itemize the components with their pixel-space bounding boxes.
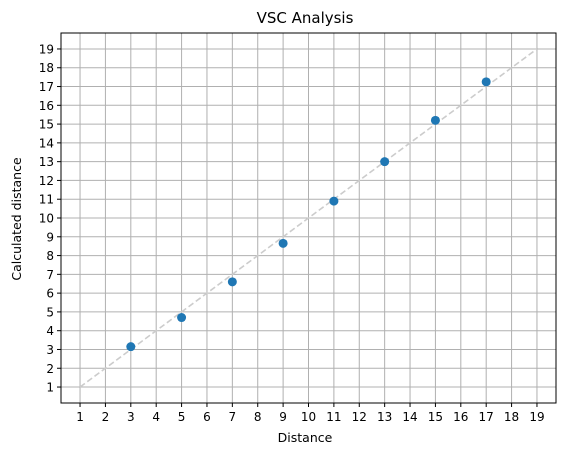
y-tick-label: 9 (46, 230, 54, 244)
reference-line (79, 48, 538, 388)
y-tick-label: 13 (39, 155, 54, 169)
y-tick-label: 19 (39, 42, 54, 56)
x-tick-label: 7 (229, 410, 237, 424)
y-tick-label: 14 (39, 136, 54, 150)
x-tick-label: 11 (326, 410, 341, 424)
data-point (278, 238, 288, 248)
x-tick-label: 6 (203, 410, 211, 424)
x-tick-label: 9 (279, 410, 287, 424)
y-tick-label: 12 (39, 174, 54, 188)
grid (61, 33, 556, 403)
x-tick-label: 13 (377, 410, 392, 424)
y-tick-label: 5 (46, 305, 54, 319)
x-axis-ticks: 1 2 3 4 5 6 7 8 9 10 11 12 13 14 15 16 17 18 19 (76, 403, 545, 424)
x-tick-label: 8 (254, 410, 262, 424)
y-tick-label: 7 (46, 268, 54, 282)
data-point (481, 77, 491, 87)
x-tick-label: 16 (453, 410, 468, 424)
y-tick-label: 8 (46, 249, 54, 263)
x-tick-label: 10 (301, 410, 316, 424)
y-tick-label: 11 (39, 193, 54, 207)
x-tick-label: 1 (76, 410, 84, 424)
y-tick-label: 4 (46, 324, 54, 338)
x-tick-label: 12 (352, 410, 367, 424)
y-tick-label: 10 (39, 212, 54, 226)
reference-line-layer (79, 48, 538, 388)
y-tick-label: 18 (39, 61, 54, 75)
y-tick-label: 15 (39, 118, 54, 132)
x-tick-label: 3 (127, 410, 135, 424)
x-tick-label: 18 (504, 410, 519, 424)
x-tick-label: 17 (479, 410, 494, 424)
y-tick-label: 2 (46, 362, 54, 376)
data-point (177, 313, 187, 323)
x-tick-label: 4 (152, 410, 160, 424)
x-tick-label: 14 (402, 410, 417, 424)
y-tick-label: 6 (46, 287, 54, 301)
x-tick-label: 15 (428, 410, 443, 424)
y-axis-label: Calculated distance (9, 157, 24, 281)
x-tick-label: 2 (102, 410, 110, 424)
y-tick-label: 1 (46, 381, 54, 395)
data-points (126, 77, 491, 352)
x-axis-label: Distance (278, 430, 333, 445)
y-tick-label: 17 (39, 80, 54, 94)
chart-title: VSC Analysis (257, 9, 354, 27)
x-tick-label: 19 (529, 410, 544, 424)
data-point (380, 157, 390, 167)
data-point (126, 342, 136, 352)
y-tick-label: 16 (39, 99, 54, 113)
data-point (329, 196, 339, 206)
data-point (430, 115, 440, 125)
data-point (227, 277, 237, 287)
x-tick-label: 5 (178, 410, 186, 424)
y-tick-label: 3 (46, 343, 54, 357)
